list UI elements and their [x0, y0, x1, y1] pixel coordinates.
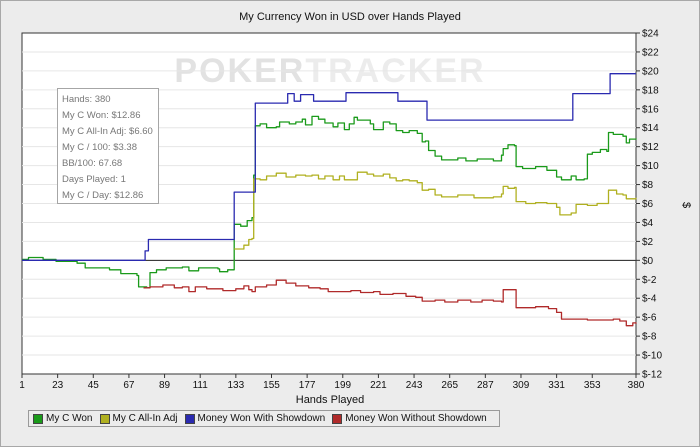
- series-line: [143, 279, 637, 327]
- stat-allin-adj: My C All-In Adj: $6.60: [62, 126, 153, 137]
- y-tick-label: $-2: [642, 275, 657, 286]
- legend-swatch: [184, 413, 195, 424]
- y-tick-label: $-8: [642, 332, 657, 343]
- x-tick-label: 45: [88, 380, 100, 391]
- y-tick-label: $10: [642, 161, 659, 172]
- legend-item-my-c-won[interactable]: My C Won: [33, 413, 93, 424]
- legend-label: My C All-In Adj: [112, 413, 178, 424]
- legend-label: My C Won: [46, 413, 93, 424]
- chart-title: My Currency Won in USD over Hands Played: [239, 11, 461, 23]
- stats-box: Hands: 380 My C Won: $12.86 My C All-In …: [57, 88, 159, 204]
- stat-won: My C Won: $12.86: [62, 110, 141, 121]
- x-tick-label: 1: [19, 380, 25, 391]
- legend-swatch: [33, 413, 43, 424]
- legend-item-without-showdown[interactable]: Money Won Without Showdown: [332, 413, 487, 424]
- y-tick-label: $24: [642, 29, 659, 40]
- stat-per-100: My C / 100: $3.38: [62, 142, 137, 153]
- y-tick-label: $22: [642, 47, 659, 58]
- legend-item-with-showdown[interactable]: Money Won With Showdown: [184, 413, 326, 424]
- y-tick-label: $2: [642, 237, 654, 248]
- stat-per-day: My C / Day: $12.86: [62, 190, 144, 201]
- y-tick-label: $8: [642, 180, 654, 191]
- y-axis-label: $: [680, 202, 692, 208]
- x-axis: 1 23 45 67 89 111 133 155 177 199 221 243 265 287 309 3…: [19, 374, 645, 391]
- x-axis-label: Hands Played: [296, 394, 365, 406]
- y-tick-label: $-6: [642, 313, 657, 324]
- x-tick-label: 221: [370, 380, 387, 391]
- y-tick-label: $4: [642, 218, 654, 229]
- y-tick-label: $14: [642, 123, 659, 134]
- x-tick-label: 155: [263, 380, 280, 391]
- x-tick-label: 331: [548, 380, 565, 391]
- y-axis: $24 $22 $20 $18 $16 $14 $12 $10 $8 $6 $4 $2 $0 $-2 $-4…: [636, 29, 662, 381]
- x-tick-label: 23: [52, 380, 64, 391]
- y-tick-label: $18: [642, 85, 659, 96]
- stat-bb-100: BB/100: 67.68: [62, 158, 123, 169]
- y-tick-label: $12: [642, 142, 659, 153]
- legend-item-all-in-adj[interactable]: My C All-In Adj: [99, 413, 178, 424]
- x-tick-label: 265: [441, 380, 458, 391]
- x-tick-label: 67: [123, 380, 135, 391]
- stat-hands: Hands: 380: [62, 94, 111, 105]
- legend-swatch: [332, 413, 343, 424]
- legend-swatch: [99, 413, 110, 424]
- y-tick-label: $-4: [642, 294, 657, 305]
- x-tick-label: 89: [159, 380, 171, 391]
- series-line: [22, 73, 636, 261]
- series-line: [22, 115, 637, 289]
- x-tick-label: 243: [406, 380, 423, 391]
- y-tick-label: $20: [642, 66, 659, 77]
- x-tick-label: 199: [334, 380, 351, 391]
- stat-days: Days Played: 1: [62, 174, 126, 185]
- series-layer: [22, 73, 637, 327]
- y-tick-label: $-12: [642, 370, 662, 381]
- y-tick-label: $0: [642, 256, 654, 267]
- x-tick-label: 177: [299, 380, 316, 391]
- legend-label: Money Won With Showdown: [197, 413, 326, 424]
- x-tick-label: 287: [477, 380, 494, 391]
- x-tick-label: 133: [228, 380, 245, 391]
- x-tick-label: 309: [513, 380, 530, 391]
- x-tick-label: 380: [628, 380, 645, 391]
- x-tick-label: 353: [584, 380, 601, 391]
- y-tick-label: $6: [642, 199, 654, 210]
- y-tick-label: $-10: [642, 351, 662, 362]
- legend: My C Won My C All-In Adj Money Won With …: [28, 410, 500, 427]
- legend-label: Money Won Without Showdown: [345, 413, 487, 424]
- y-tick-label: $16: [642, 104, 659, 115]
- x-tick-label: 111: [193, 380, 209, 391]
- series-line: [234, 171, 637, 250]
